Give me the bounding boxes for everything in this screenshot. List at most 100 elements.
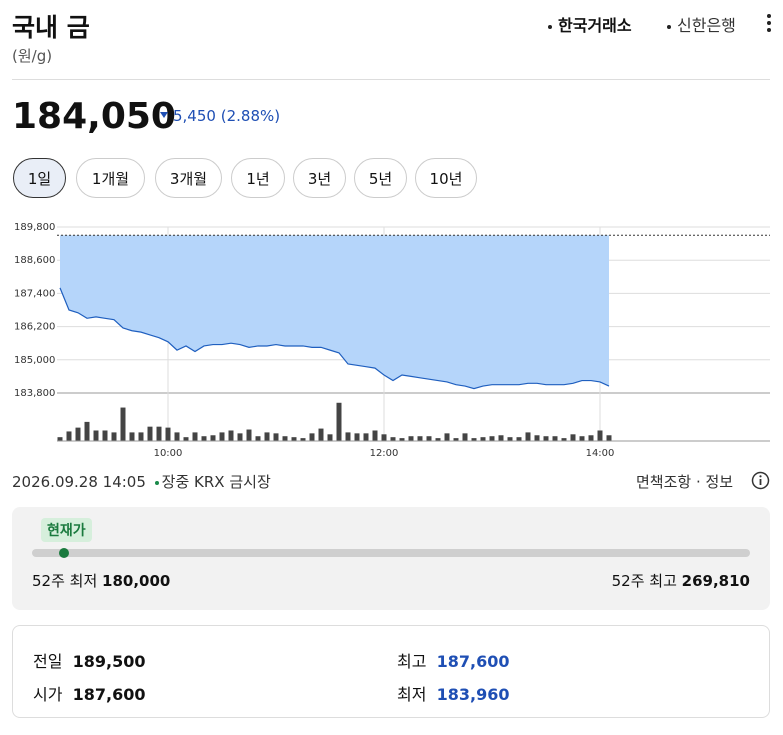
- volume-bar: [138, 432, 144, 441]
- volume-bar: [489, 436, 495, 441]
- volume-bar: [606, 435, 612, 441]
- low-52w: 52주 최저 180,000: [32, 570, 170, 591]
- stat: 시가 187,600: [33, 681, 146, 705]
- stat: 최저 183,960: [397, 681, 510, 705]
- info-icon[interactable]: [751, 471, 770, 490]
- volume-bar: [345, 432, 351, 441]
- market-status: 장중 KRX 금시장: [161, 473, 271, 491]
- period-button[interactable]: 3개월: [155, 158, 222, 198]
- y-tick-label: 189,800: [14, 222, 55, 233]
- volume-bar: [399, 438, 405, 441]
- price-change: 5,450 (2.88%): [173, 107, 280, 125]
- high-label: 52주 최고: [611, 572, 677, 590]
- period-button[interactable]: 1년: [231, 158, 285, 198]
- volume-bar: [444, 433, 450, 441]
- current-price: 184,050: [12, 96, 176, 137]
- volume-bar: [480, 437, 486, 441]
- volume-bar: [417, 436, 423, 441]
- volume-bar: [462, 433, 468, 441]
- volume-bar: [273, 433, 279, 441]
- status-dot: [154, 480, 159, 485]
- volume-bar: [120, 407, 126, 441]
- title: 국내 금: [12, 13, 90, 42]
- volume-bar: [210, 435, 216, 441]
- change-amount: 5,450: [173, 107, 216, 125]
- volume-bar: [390, 437, 396, 441]
- links-label: 면책조항 · 정보: [636, 473, 734, 491]
- divider: [12, 79, 770, 80]
- bullet: [548, 24, 552, 29]
- volume-bar: [75, 427, 81, 441]
- volume-bar: [111, 432, 117, 441]
- volume-bar: [57, 437, 63, 441]
- volume-bar: [336, 402, 342, 441]
- source-tab[interactable]: 한국거래소: [548, 12, 632, 36]
- volume-bar: [174, 432, 180, 441]
- volume-bar: [291, 437, 297, 441]
- volume-bar: [237, 433, 243, 441]
- volume-bar: [426, 436, 432, 441]
- volume-bar: [66, 431, 72, 441]
- volume-bar: [219, 432, 225, 441]
- volume-bar: [579, 436, 585, 441]
- unit: (원/g): [12, 47, 53, 65]
- period-button[interactable]: 5년: [354, 158, 407, 198]
- volume-bar: [255, 436, 261, 441]
- source-tab[interactable]: 신한은행: [667, 12, 736, 36]
- high-52w: 52주 최고 269,810: [612, 570, 750, 591]
- current-marker: [59, 548, 70, 558]
- stat-value: 183,960: [436, 685, 510, 704]
- volume-bar: [84, 421, 90, 441]
- stat-label: 최저: [397, 685, 427, 704]
- stat-value: 187,600: [72, 685, 146, 704]
- volume-bar: [381, 434, 387, 441]
- timestamp: 2026.09.28 14:05: [12, 473, 146, 491]
- volume-bar: [534, 435, 540, 441]
- period-button[interactable]: 10년: [415, 158, 477, 198]
- status: 2026.09.28 14:05 장중 KRX 금시장: [12, 471, 271, 492]
- volume-bar: [309, 433, 315, 441]
- stat-value: 189,500: [72, 652, 146, 671]
- volume-bar: [588, 435, 594, 441]
- volume-bar: [282, 436, 288, 441]
- volume-bar: [192, 432, 198, 441]
- chart: 183,800 185,000 186,200 187,400 188,600 189,8…: [14, 222, 770, 459]
- source-label: 한국거래소: [558, 16, 632, 35]
- stat-value: 187,600: [436, 652, 510, 671]
- volume-bar: [525, 432, 531, 441]
- volume-bar: [597, 430, 603, 441]
- source-label: 신한은행: [677, 16, 736, 35]
- x-tick-label: 10:00: [154, 448, 183, 459]
- volume-bar: [318, 428, 324, 441]
- stat-label: 최고: [397, 652, 427, 671]
- y-tick-label: 187,400: [14, 288, 55, 299]
- volume-bar: [561, 438, 567, 441]
- stat: 최고 187,600: [397, 648, 510, 672]
- volume-bar: [516, 437, 522, 441]
- period-button[interactable]: 3년: [293, 158, 346, 198]
- volume-bar: [147, 426, 153, 441]
- change-percent: (2.88%): [220, 107, 281, 125]
- volume-bar: [471, 438, 477, 441]
- volume-bar: [156, 426, 162, 441]
- more-menu[interactable]: [764, 12, 774, 34]
- volume-bar: [498, 435, 504, 441]
- price-line: [59, 287, 610, 390]
- low-label: 52주 최저: [32, 572, 98, 590]
- volume-bar: [246, 429, 252, 441]
- stat: 전일 189,500: [33, 648, 146, 672]
- volume-bar: [165, 427, 171, 441]
- area-fill: [60, 235, 609, 389]
- info-links[interactable]: 면책조항 · 정보: [636, 471, 733, 492]
- stat-label: 시가: [33, 685, 63, 704]
- volume-bar: [570, 434, 576, 441]
- range-52w: 현재가 52주 최저 180,000 52주 최고 269,810: [12, 507, 770, 610]
- low-value: 180,000: [102, 572, 171, 590]
- y-tick-label: 188,600: [14, 255, 55, 266]
- period-button[interactable]: 1개월: [76, 158, 145, 198]
- volume-bar: [363, 433, 369, 441]
- volume-bar: [264, 432, 270, 441]
- volume-bar: [201, 436, 207, 441]
- period-button[interactable]: 1일: [13, 158, 66, 198]
